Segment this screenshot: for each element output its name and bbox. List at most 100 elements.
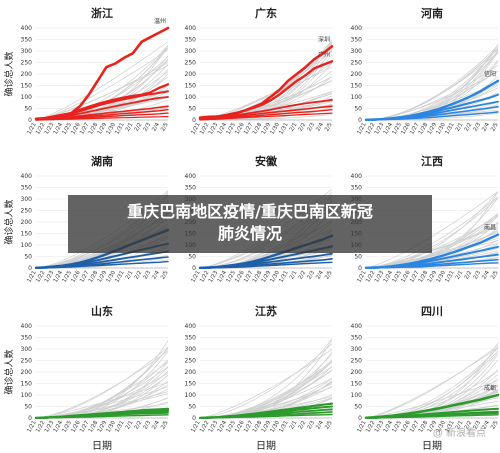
x-tick-label: 2/1: [125, 270, 135, 281]
y-tick-label: 350: [351, 37, 363, 44]
y-tick-label: 300: [21, 196, 33, 203]
y-tick-label: 0: [358, 117, 362, 124]
y-tick-label: 400: [185, 25, 197, 32]
series-line: [35, 414, 169, 419]
x-tick-label: 2/3: [143, 420, 153, 431]
x-tick-label: 2/4: [481, 122, 491, 133]
x-tick-label: 1/24: [53, 270, 65, 284]
x-tick-label: 2/4: [151, 270, 161, 281]
chart-panel: 江苏0501001502002503003504001/211/221/231/…: [185, 304, 334, 452]
x-tick-label: 1/28: [252, 270, 264, 284]
x-tick-label: 1/29: [427, 420, 439, 434]
x-tick-label: 1/28: [418, 122, 430, 136]
x-tick-label: 2/4: [151, 122, 161, 133]
y-tick-label: 350: [185, 335, 197, 342]
background-series-line: [199, 361, 333, 419]
x-tick-label: 1/26: [234, 122, 246, 136]
x-tick-label: 1/22: [365, 270, 376, 284]
x-tick-label: 2/5: [490, 270, 500, 281]
y-tick-label: 50: [354, 254, 362, 261]
x-tick-label: 1/25: [392, 270, 404, 284]
x-tick-label: 1/27: [243, 420, 255, 434]
background-series-line: [35, 49, 169, 121]
x-tick-label: 2/4: [481, 270, 491, 281]
y-tick-label: 250: [351, 358, 363, 365]
x-tick-label: 1/22: [35, 122, 46, 136]
x-tick-label: 2/1: [289, 420, 299, 431]
x-tick-label: 1/26: [234, 270, 246, 284]
x-tick-label: 1/30: [270, 420, 282, 434]
x-tick-label: 1/27: [79, 122, 91, 136]
x-tick-label: 1/23: [44, 122, 56, 136]
x-tick-label: 2/5: [490, 420, 500, 431]
x-tick-label: 1/29: [427, 122, 439, 136]
x-tick-label: 2/2: [134, 420, 144, 431]
x-tick-label: 2/2: [134, 270, 144, 281]
series-label: 成都: [484, 384, 496, 392]
chart-panel: 山东0501001502002503003504001/211/221/231/…: [3, 304, 170, 452]
y-tick-label: 400: [351, 323, 363, 330]
y-tick-label: 400: [21, 173, 33, 180]
y-tick-label: 50: [188, 254, 196, 261]
x-tick-label: 2/3: [473, 270, 483, 281]
x-tick-label: 1/28: [88, 420, 100, 434]
x-tick-label: 2/4: [315, 122, 325, 133]
background-series-line: [365, 347, 499, 419]
x-tick-label: 1/27: [243, 270, 255, 284]
y-tick-label: 100: [185, 94, 197, 101]
x-tick-label: 2/3: [143, 270, 153, 281]
background-series-line: [35, 65, 169, 121]
x-tick-label: 2/2: [298, 122, 308, 133]
x-tick-label: 1/23: [208, 122, 220, 136]
x-tick-label: 1/29: [97, 122, 109, 136]
chart-panel: 四川 0 50 100 150 200 250 300 350 400 成都 1/211/221/23…: [351, 305, 500, 452]
x-tick-label: 1/31: [444, 122, 455, 136]
y-tick-label: 200: [21, 71, 33, 78]
background-series-line: [35, 346, 169, 419]
x-tick-label: 1/21: [190, 420, 201, 434]
background-series-line: [199, 349, 333, 419]
x-tick-label: 1/24: [53, 122, 65, 136]
x-tick-label: 1/22: [365, 420, 376, 434]
x-tick-label: 1/29: [261, 122, 273, 136]
series-line: [199, 261, 333, 269]
x-tick-label: 1/21: [356, 420, 367, 434]
y-tick-label: 350: [351, 185, 363, 192]
background-series-line: [35, 350, 169, 419]
x-tick-label: 1/27: [243, 122, 255, 136]
y-axis-label: 确诊总人数: [3, 199, 15, 244]
x-tick-label: 1/31: [278, 420, 289, 434]
y-tick-label: 400: [21, 25, 33, 32]
x-tick-label: 2/3: [473, 420, 483, 431]
y-tick-label: 400: [21, 323, 33, 330]
y-tick-label: 350: [21, 335, 33, 342]
series-line: [365, 111, 499, 121]
x-tick-label: 1/30: [270, 122, 282, 136]
x-tick-label: 1/25: [62, 122, 74, 136]
y-tick-label: 0: [358, 415, 362, 422]
y-tick-label: 50: [354, 106, 362, 113]
x-tick-label: 2/1: [289, 122, 299, 133]
y-tick-label: 100: [21, 242, 33, 249]
x-tick-label: 1/30: [106, 270, 118, 284]
y-tick-label: 400: [351, 173, 363, 180]
series-label: 广州: [318, 50, 330, 58]
x-tick-label: 2/3: [143, 122, 153, 133]
x-tick-label: 2/5: [324, 270, 334, 281]
x-tick-label: 2/2: [298, 420, 308, 431]
x-tick-label: 1/21: [356, 270, 367, 284]
y-axis-label: 确诊总人数: [3, 51, 15, 96]
chart-title: 安徽: [255, 154, 278, 168]
y-tick-label: 50: [24, 254, 32, 261]
x-tick-label: 1/30: [436, 420, 448, 434]
series-line: [199, 105, 333, 121]
x-tick-label: 1/22: [35, 270, 46, 284]
x-tick-label: 2/1: [455, 122, 465, 133]
chart-title: 浙江: [91, 6, 113, 20]
background-series-line: [199, 360, 333, 419]
y-tick-label: 0: [28, 117, 32, 124]
x-tick-label: 2/5: [324, 122, 334, 133]
x-tick-label: 1/30: [436, 270, 448, 284]
y-tick-label: 200: [351, 369, 363, 376]
y-tick-label: 200: [351, 71, 363, 78]
